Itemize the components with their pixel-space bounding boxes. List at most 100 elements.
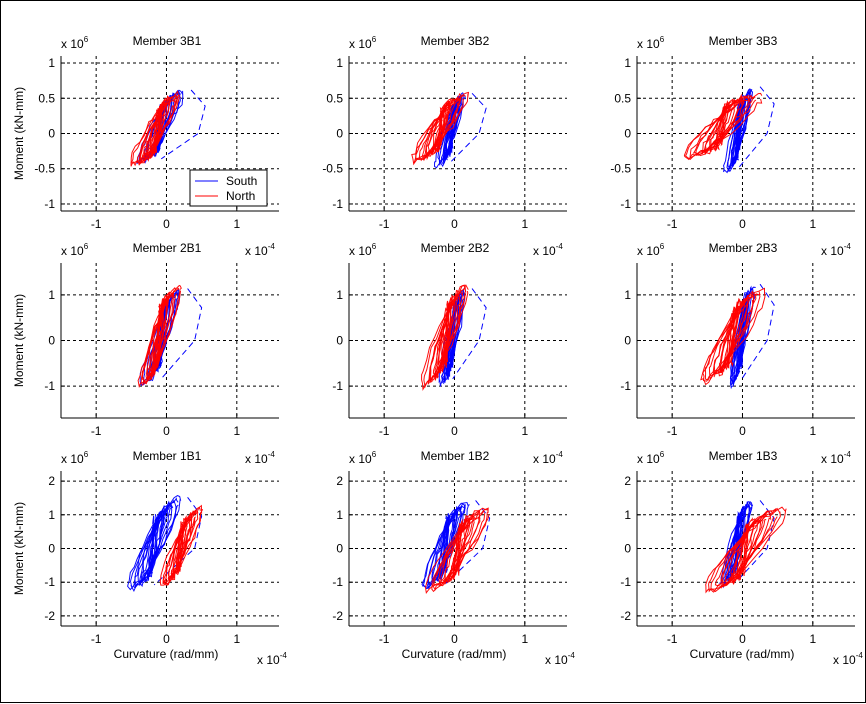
series-south-envelope [160, 288, 203, 380]
series-north-loop [684, 94, 757, 161]
series-north-loop [159, 504, 204, 586]
series-south-loop [127, 495, 182, 591]
y-multiplier-label: x 106 [349, 35, 377, 51]
subplot-title: Member 2B1 [133, 241, 202, 255]
series-north-loop [704, 292, 758, 381]
x-multiplier-label: x 10-4 [821, 242, 851, 258]
x-multiplier-label: x 10-4 [533, 242, 563, 258]
x-multiplier-label: x 10-4 [245, 242, 275, 258]
x-tick-label: 0 [739, 217, 746, 231]
x-axis-label: Curvature (rad/mm) [114, 647, 219, 661]
x-tick-label: -1 [667, 632, 678, 646]
y-tick-label: 0 [336, 127, 343, 141]
x-multiplier-label: x 10-4 [545, 651, 575, 667]
subplot-title: Member 2B2 [421, 241, 490, 255]
subplot-member-2b1: -1 0 1 -1 0 1 Member 2B1 x 106 Moment (kN-mm) [12, 241, 279, 438]
x-tick-label: 1 [233, 217, 240, 231]
subplot-title: Member 3B3 [709, 34, 778, 48]
subplot-title: Member 1B2 [421, 449, 490, 463]
subplot-member-2b2: -1 0 1 -1 0 1 Member 2B2 x 106 [332, 241, 567, 438]
y-tick-label: 0.5 [38, 91, 55, 105]
x-multiplier-label: x 10-4 [245, 450, 275, 466]
subplot-member-2b3: -1 0 1 -1 0 1 Member 2B3 x 106 [620, 241, 855, 438]
y-tick-label: 2 [624, 474, 631, 488]
subplot-title: Member 3B1 [133, 34, 202, 48]
series-north-loop [683, 92, 763, 161]
subplot-member-1b1: -2 -1 0 1 2 -1 0 1 Member 1B1 x 106 x 10-4 Moment (… [12, 449, 287, 667]
series-north-loop [438, 513, 474, 586]
x-tick-label: 0 [451, 217, 458, 231]
series-north-loop [130, 90, 181, 167]
y-tick-label: 1 [336, 508, 343, 522]
series-north-loop [689, 94, 754, 159]
series-north-loop [424, 507, 490, 595]
x-tick-label: 1 [809, 424, 816, 438]
y-tick-label: -2 [44, 609, 55, 623]
series-south-envelope [160, 89, 206, 160]
x-tick-label: -1 [379, 217, 390, 231]
x-tick-label: 1 [233, 424, 240, 438]
y-tick-label: 2 [336, 474, 343, 488]
x-axis-label: Curvature (rad/mm) [402, 647, 507, 661]
y-tick-label: 2 [48, 474, 55, 488]
y-tick-label: 1 [48, 288, 55, 302]
subplot-member-3b2: -1 -0.5 0 0.5 1 -1 0 1 Member 3B2 x 106 [322, 34, 567, 231]
y-tick-label: 0 [624, 334, 631, 348]
subplot-member-3b1: -1 -0.5 0 0.5 1 -1 0 1 Member 3B1 x 106 Moment (kN… [12, 34, 279, 231]
series-south-envelope [445, 500, 491, 584]
subplot-member-1b3: -2 -1 0 1 2 -1 0 1 Member 1B3 x 106 x 10-4 Curvatur… [620, 449, 863, 667]
x-axis-label: Curvature (rad/mm) [690, 647, 795, 661]
x-tick-label: 0 [739, 424, 746, 438]
x-tick-label: 0 [451, 424, 458, 438]
series-north-loop [708, 507, 782, 593]
y-axis-label: Moment (kN-mm) [12, 294, 26, 387]
y-tick-label: -2 [332, 609, 343, 623]
series-north-loop [418, 98, 462, 162]
subplot-title: Member 1B3 [709, 449, 778, 463]
subplot-member-3b3: -1 -0.5 0 0.5 1 -1 0 1 Member 3B3 x 106 [610, 34, 855, 231]
y-tick-label: 0 [624, 127, 631, 141]
y-multiplier-label: x 106 [349, 450, 377, 466]
y-multiplier-label: x 106 [349, 242, 377, 258]
y-tick-label: -0.5 [610, 162, 631, 176]
y-tick-label: 0 [48, 334, 55, 348]
y-tick-label: 1 [48, 56, 55, 70]
y-tick-label: -1 [620, 575, 631, 589]
y-multiplier-label: x 106 [637, 450, 665, 466]
x-tick-label: 0 [163, 632, 170, 646]
x-multiplier-label: x 10-4 [257, 651, 287, 667]
series-south-envelope [736, 500, 775, 582]
series-south-envelope [738, 86, 775, 168]
y-tick-label: -0.5 [34, 162, 55, 176]
row-multiplier: x 10-4 [821, 450, 851, 466]
series-north-loop [442, 515, 470, 585]
series-south-loop [427, 508, 462, 585]
x-tick-label: 0 [451, 632, 458, 646]
series-north-loop [431, 507, 489, 593]
series-north-loop [145, 292, 170, 381]
series-north-loop [411, 91, 470, 166]
x-multiplier-label: x 10-4 [821, 450, 851, 466]
y-tick-label: 1 [336, 56, 343, 70]
y-tick-label: -1 [332, 197, 343, 211]
y-tick-label: 0.5 [326, 91, 343, 105]
x-multiplier-label: x 10-4 [533, 450, 563, 466]
x-multiplier-label: x 10-4 [833, 651, 863, 667]
series-south-envelope [450, 92, 487, 163]
y-tick-label: 1 [624, 56, 631, 70]
series-north-loop [137, 284, 182, 389]
x-tick-label: -1 [91, 217, 102, 231]
y-tick-label: -1 [332, 379, 343, 393]
y-multiplier-label: x 106 [61, 242, 89, 258]
y-tick-label: 0 [48, 542, 55, 556]
y-multiplier-label: x 106 [637, 242, 665, 258]
y-tick-label: -2 [620, 609, 631, 623]
series-south-loop [133, 500, 173, 589]
row-multiplier: x 10-4 [821, 242, 851, 258]
series-south-loop [139, 289, 181, 387]
row-multiplier: x 10-4 [533, 450, 563, 466]
legend-label-south: South [226, 174, 257, 188]
y-axis-label: Moment (kN-mm) [12, 87, 26, 180]
